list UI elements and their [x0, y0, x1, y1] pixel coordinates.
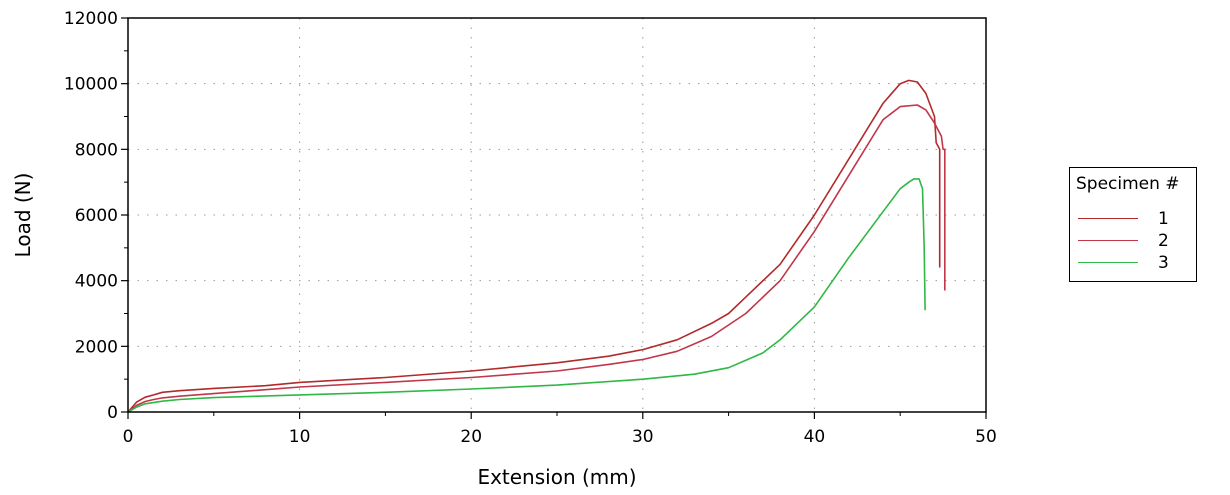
legend-item-2: 2 [1070, 231, 1196, 251]
y-tick-label: 12000 [64, 9, 118, 29]
legend-label-1: 1 [1158, 209, 1169, 229]
series-line-1 [127, 79, 941, 413]
x-tick-label: 0 [123, 427, 134, 447]
y-tick-label: 6000 [75, 206, 118, 226]
legend: Specimen # 1 2 3 [1069, 167, 1197, 282]
legend-swatch-2 [1078, 240, 1138, 241]
y-axis-title: Load (N) [11, 173, 35, 258]
legend-label-3: 3 [1158, 253, 1169, 273]
x-tick-label: 10 [289, 427, 311, 447]
x-tick-label: 30 [632, 427, 654, 447]
y-tick-label: 8000 [75, 140, 118, 160]
legend-label-2: 2 [1158, 231, 1169, 251]
legend-swatch-3 [1078, 262, 1138, 263]
series-layer [127, 79, 946, 413]
x-tick-label: 40 [804, 427, 826, 447]
series-line-3 [127, 178, 926, 413]
legend-title: Specimen # [1076, 174, 1180, 194]
x-axis-title: Extension (mm) [477, 465, 636, 489]
x-tick-label: 20 [460, 427, 482, 447]
y-tick-label: 4000 [75, 272, 118, 292]
y-tick-label: 10000 [64, 75, 118, 95]
grid [128, 18, 986, 412]
tick-labels: 0 10 20 30 40 50 0 2000 4000 6000 8000 10000 12000 [64, 9, 997, 447]
x-tick-label: 50 [975, 427, 997, 447]
y-tick-label: 0 [107, 403, 118, 423]
series-line-2 [127, 104, 946, 413]
legend-item-1: 1 [1070, 209, 1196, 229]
ticks [121, 17, 987, 419]
legend-item-3: 3 [1070, 253, 1196, 273]
legend-swatch-1 [1078, 218, 1138, 219]
y-tick-label: 2000 [75, 337, 118, 357]
